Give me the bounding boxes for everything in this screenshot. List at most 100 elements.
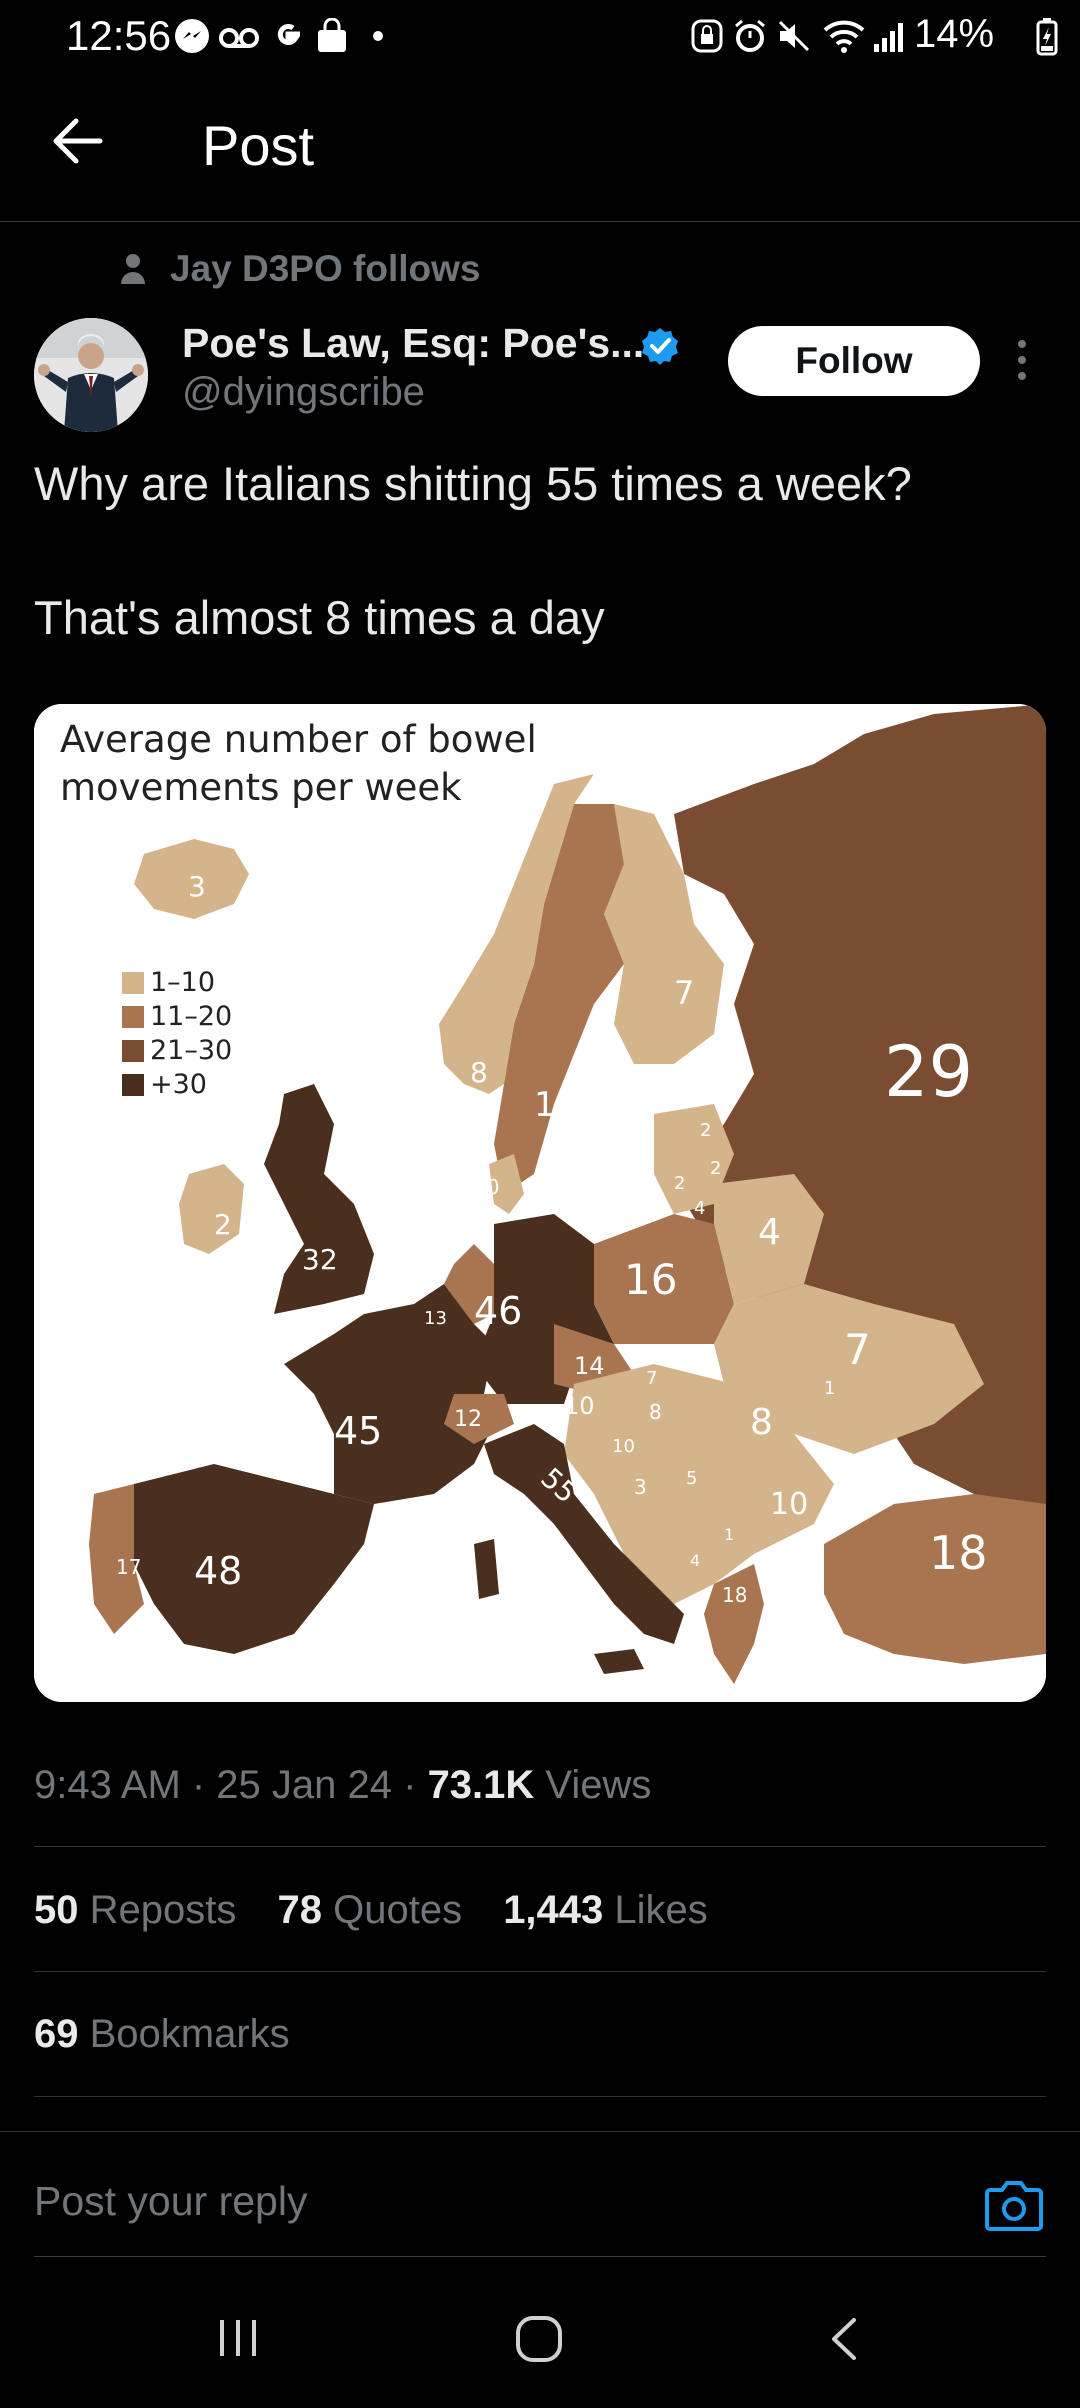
label-portugal: 17 (116, 1555, 141, 1579)
home-icon[interactable] (514, 2314, 564, 2364)
label-kaliningrad: 4 (694, 1198, 705, 1219)
region-turkey (824, 1494, 1046, 1664)
label-france: 45 (334, 1409, 382, 1453)
label-slovenia: 10 (612, 1436, 635, 1457)
region-italy (484, 1424, 684, 1644)
bookmarks-label: Bookmarks (78, 2012, 290, 2056)
legend-label-4: +30 (150, 1069, 207, 1100)
legend-label-3: 21–30 (150, 1035, 232, 1066)
dot-icon (373, 31, 383, 41)
label-moldova: 1 (824, 1378, 835, 1399)
wifi-icon (823, 20, 865, 53)
post-timestamp: 9:43 AM · 25 Jan 24 · (34, 1763, 428, 1807)
page-title: Post (202, 114, 315, 177)
quotes-count: 78 (277, 1888, 322, 1932)
messenger-icon (175, 19, 209, 53)
camera-icon[interactable] (984, 2178, 1044, 2232)
likes-count: 1,443 (503, 1888, 604, 1932)
map-legend: 1–10 11–20 21–30 +30 (122, 967, 232, 1100)
label-bulgaria: 10 (770, 1487, 808, 1522)
region-switzerland (444, 1394, 514, 1444)
mute-icon (778, 20, 810, 52)
region-benelux (414, 1244, 494, 1324)
engagement-stats: 50 Reposts 78 Quotes 1,443 Likes (34, 1888, 738, 1933)
bookmarks-stat[interactable]: 69 Bookmarks (34, 2012, 290, 2057)
label-lithuania: 2 (674, 1173, 685, 1194)
shopping-bag-icon (318, 18, 346, 52)
label-belgium: 13 (424, 1308, 447, 1329)
voicemail-icon (219, 28, 259, 48)
views-label: Views (534, 1763, 652, 1807)
views-count: 73.1K (427, 1763, 535, 1807)
label-croatia: 3 (634, 1475, 647, 1499)
label-poland: 16 (624, 1255, 677, 1304)
reply-input[interactable]: Post your reply (34, 2178, 308, 2224)
quotes-stat[interactable]: 78 Quotes (277, 1888, 462, 1933)
alarm-icon (735, 19, 765, 52)
region-finland (604, 804, 724, 1064)
back-nav-icon[interactable] (824, 2316, 864, 2362)
battery-percent: 14% (914, 12, 995, 56)
label-serbia: 5 (686, 1468, 697, 1489)
post-metadata: 9:43 AM · 25 Jan 24 · 73.1K Views (34, 1763, 651, 1808)
author-name[interactable]: Poe's Law, Esq: Poe's... (182, 320, 645, 366)
region-portugal (89, 1484, 144, 1634)
label-turkey: 18 (929, 1526, 988, 1580)
divider (34, 2256, 1046, 2257)
status-bar: 12:56 14% (0, 0, 1080, 75)
region-uk (264, 1084, 374, 1314)
label-slovakia: 7 (646, 1368, 657, 1389)
region-ireland (179, 1164, 244, 1254)
label-finland: 7 (674, 974, 694, 1012)
likes-stat[interactable]: 1,443 Likes (503, 1888, 708, 1933)
label-czech: 14 (574, 1352, 605, 1380)
region-greece (704, 1564, 764, 1684)
label-denmark: 10 (474, 1175, 499, 1199)
label-austria: 10 (564, 1392, 595, 1420)
label-macedonia: 4 (690, 1551, 700, 1570)
signal-icon (874, 23, 903, 52)
follow-button[interactable]: Follow (728, 326, 980, 396)
divider (34, 1971, 1046, 1972)
author-handle[interactable]: @dyingscribe (182, 370, 425, 414)
recent-apps-icon[interactable] (216, 2316, 260, 2360)
europe-map: Average number of bowel movements per we… (34, 704, 1046, 1702)
more-options-icon[interactable] (1012, 338, 1032, 382)
status-time: 12:56 (66, 12, 172, 59)
top-app-bar: Post (0, 75, 1080, 222)
reposts-label: Reposts (78, 1888, 237, 1932)
reposts-count: 50 (34, 1888, 79, 1932)
label-romania: 8 (750, 1402, 773, 1443)
map-title-line-1: Average number of bowel (60, 718, 537, 761)
label-switzerland: 12 (454, 1407, 482, 1432)
lock-icon (691, 19, 723, 53)
post-image[interactable]: Average number of bowel movements per we… (34, 704, 1046, 1702)
label-spain: 48 (194, 1549, 242, 1593)
region-belarus (714, 1174, 824, 1304)
divider (34, 1846, 1046, 1847)
label-sweden: 15 (534, 1085, 577, 1125)
region-spain (134, 1464, 374, 1654)
region-sicily (594, 1649, 644, 1674)
region-sardinia (474, 1539, 499, 1599)
person-icon (121, 254, 145, 284)
verified-badge-icon (642, 328, 678, 365)
back-arrow-icon[interactable] (52, 115, 104, 167)
google-icon (277, 24, 300, 45)
region-iceland (134, 839, 249, 919)
quotes-label: Quotes (321, 1888, 463, 1932)
divider (34, 2096, 1046, 2097)
battery-charging-icon (1036, 18, 1058, 56)
region-central-balkans (564, 1364, 834, 1604)
social-context[interactable]: Jay D3PO follows (120, 248, 481, 290)
reposts-stat[interactable]: 50 Reposts (34, 1888, 236, 1933)
region-norway (439, 774, 594, 1094)
region-sweden (494, 804, 624, 1194)
avatar[interactable] (34, 318, 148, 432)
map-title-line-2: movements per week (60, 766, 462, 809)
label-estonia: 2 (700, 1120, 711, 1141)
label-iceland: 3 (188, 870, 206, 903)
label-russia: 29 (884, 1031, 973, 1113)
label-belarus: 4 (758, 1212, 781, 1253)
social-context-text: Jay D3PO follows (170, 248, 481, 289)
